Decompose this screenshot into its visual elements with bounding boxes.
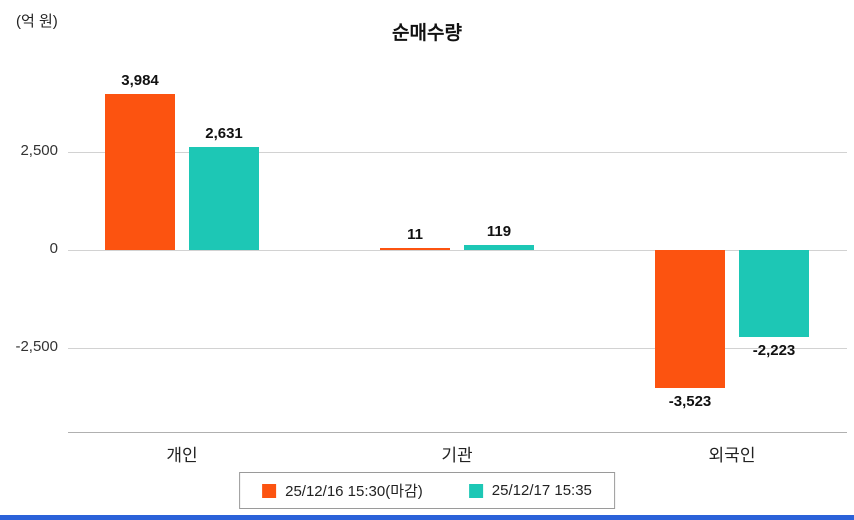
y-tick-label: 2,500 bbox=[20, 142, 58, 159]
bar-value-label: -2,223 bbox=[752, 342, 796, 360]
bar-series1-기관 bbox=[380, 248, 450, 250]
legend-swatch-series2-icon bbox=[468, 483, 483, 498]
x-category-label: 외국인 bbox=[708, 446, 756, 465]
x-category-label: 개인 bbox=[166, 446, 198, 465]
gridline--2,500 bbox=[68, 348, 847, 349]
legend: 25/12/16 15:30(마감) 25/12/17 15:35 bbox=[239, 472, 615, 509]
gridline-2,500 bbox=[68, 152, 847, 153]
bar-value-label: -3,523 bbox=[668, 393, 712, 411]
y-axis-unit-label: (억 원) bbox=[16, 13, 58, 30]
bar-series2-기관 bbox=[464, 245, 534, 250]
y-tick-label: 0 bbox=[49, 240, 58, 257]
bar-value-label: 3,984 bbox=[121, 71, 159, 89]
bar-value-label: 2,631 bbox=[205, 124, 243, 142]
bottom-accent-bar bbox=[0, 515, 854, 520]
plot-area: 3,984 11 -3,523 2,631 119 -2,223 bbox=[68, 55, 847, 433]
bar-series1-개인 bbox=[105, 93, 175, 250]
bar-series2-외국인 bbox=[739, 250, 809, 338]
legend-label-series1: 25/12/16 15:30(마감) bbox=[285, 483, 423, 500]
legend-item-series2: 25/12/17 15:35 bbox=[468, 482, 592, 499]
x-category-label: 기관 bbox=[441, 446, 473, 465]
bar-series2-개인 bbox=[189, 146, 259, 250]
legend-label-series2: 25/12/17 15:35 bbox=[491, 482, 592, 499]
x-axis-labels: 개인 기관 외국인 bbox=[0, 441, 854, 467]
chart-title: 순매수량 bbox=[392, 23, 462, 44]
bar-value-label: 11 bbox=[407, 226, 423, 243]
legend-item-series1: 25/12/16 15:30(마감) bbox=[262, 480, 423, 501]
bar-value-label: 119 bbox=[486, 223, 512, 241]
bar-series1-외국인 bbox=[655, 250, 725, 389]
gridline-0 bbox=[68, 250, 847, 251]
legend-swatch-series1-icon bbox=[262, 483, 277, 498]
y-tick-label: -2,500 bbox=[15, 338, 58, 355]
